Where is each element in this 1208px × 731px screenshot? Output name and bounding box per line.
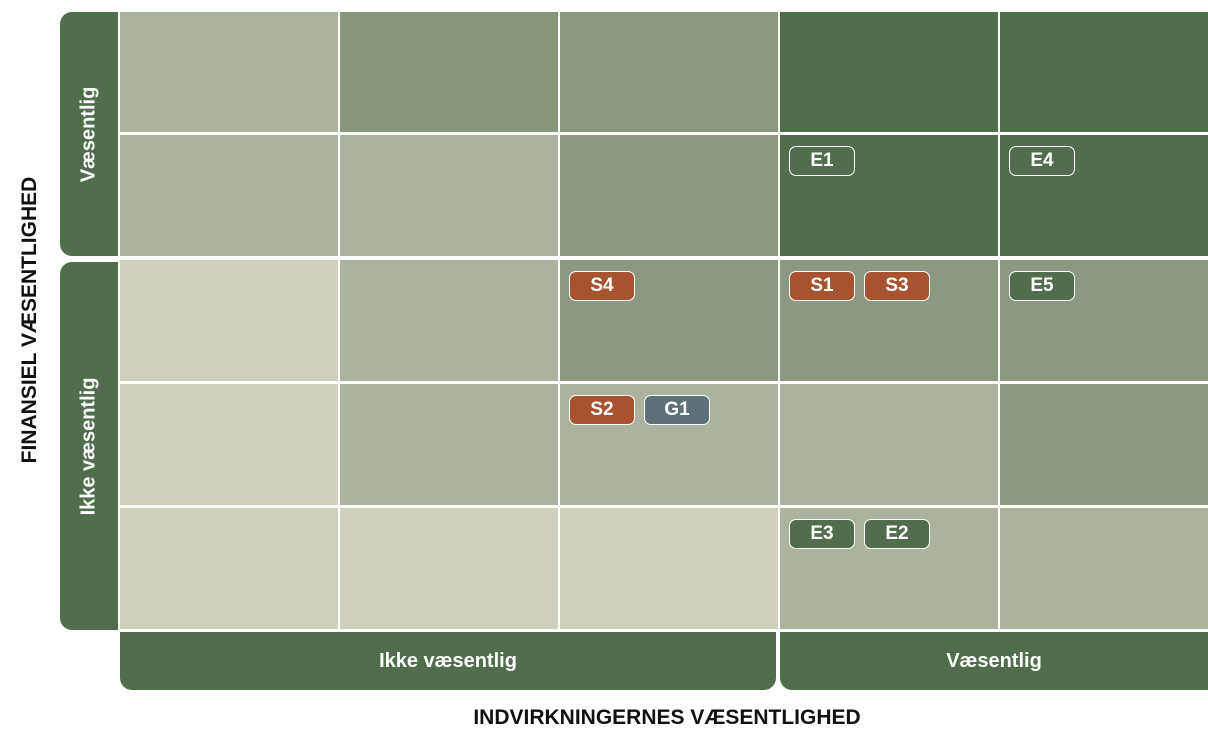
topic-tag: E3 bbox=[789, 519, 855, 549]
topic-tag: S2 bbox=[569, 395, 635, 425]
matrix-cell bbox=[340, 508, 558, 629]
matrix-cell bbox=[560, 12, 778, 132]
matrix-cell bbox=[780, 12, 998, 132]
y-group: Ikke væsentlig bbox=[60, 262, 118, 630]
topic-tag: S4 bbox=[569, 271, 635, 301]
y-group: Væsentlig bbox=[60, 12, 118, 256]
topic-tag: E2 bbox=[864, 519, 930, 549]
matrix-cell bbox=[120, 135, 338, 256]
topic-tag: E5 bbox=[1009, 271, 1075, 301]
topic-tag: G1 bbox=[644, 395, 710, 425]
topic-tag: E1 bbox=[789, 146, 855, 176]
matrix-cell bbox=[340, 135, 558, 256]
matrix-cell bbox=[120, 260, 338, 381]
topic-tag: S1 bbox=[789, 271, 855, 301]
matrix-cell bbox=[340, 12, 558, 132]
x-axis-title: INDVIRKNINGERNES VÆSENTLIGHED bbox=[473, 706, 861, 729]
x-group: Ikke væsentlig bbox=[120, 632, 776, 690]
matrix-cell bbox=[560, 135, 778, 256]
matrix-cell bbox=[340, 260, 558, 381]
matrix-cell bbox=[560, 508, 778, 629]
matrix-cell bbox=[120, 12, 338, 132]
x-group-label: Væsentlig bbox=[946, 649, 1042, 672]
matrix-cell bbox=[1000, 12, 1208, 132]
x-group-label: Ikke væsentlig bbox=[379, 649, 517, 672]
topic-tag: S3 bbox=[864, 271, 930, 301]
matrix-cell bbox=[120, 508, 338, 629]
matrix-cell bbox=[120, 384, 338, 505]
matrix-cell bbox=[780, 384, 998, 505]
matrix-cell bbox=[1000, 508, 1208, 629]
x-group: Væsentlig bbox=[780, 632, 1208, 690]
y-group-label: Ikke væsentlig bbox=[77, 377, 100, 515]
matrix-cell bbox=[340, 384, 558, 505]
y-axis-title: FINANSIEL VÆSENTLIGHED bbox=[18, 176, 41, 464]
topic-tag: E4 bbox=[1009, 146, 1075, 176]
y-group-label: Væsentlig bbox=[77, 86, 100, 182]
matrix-cell bbox=[1000, 384, 1208, 505]
